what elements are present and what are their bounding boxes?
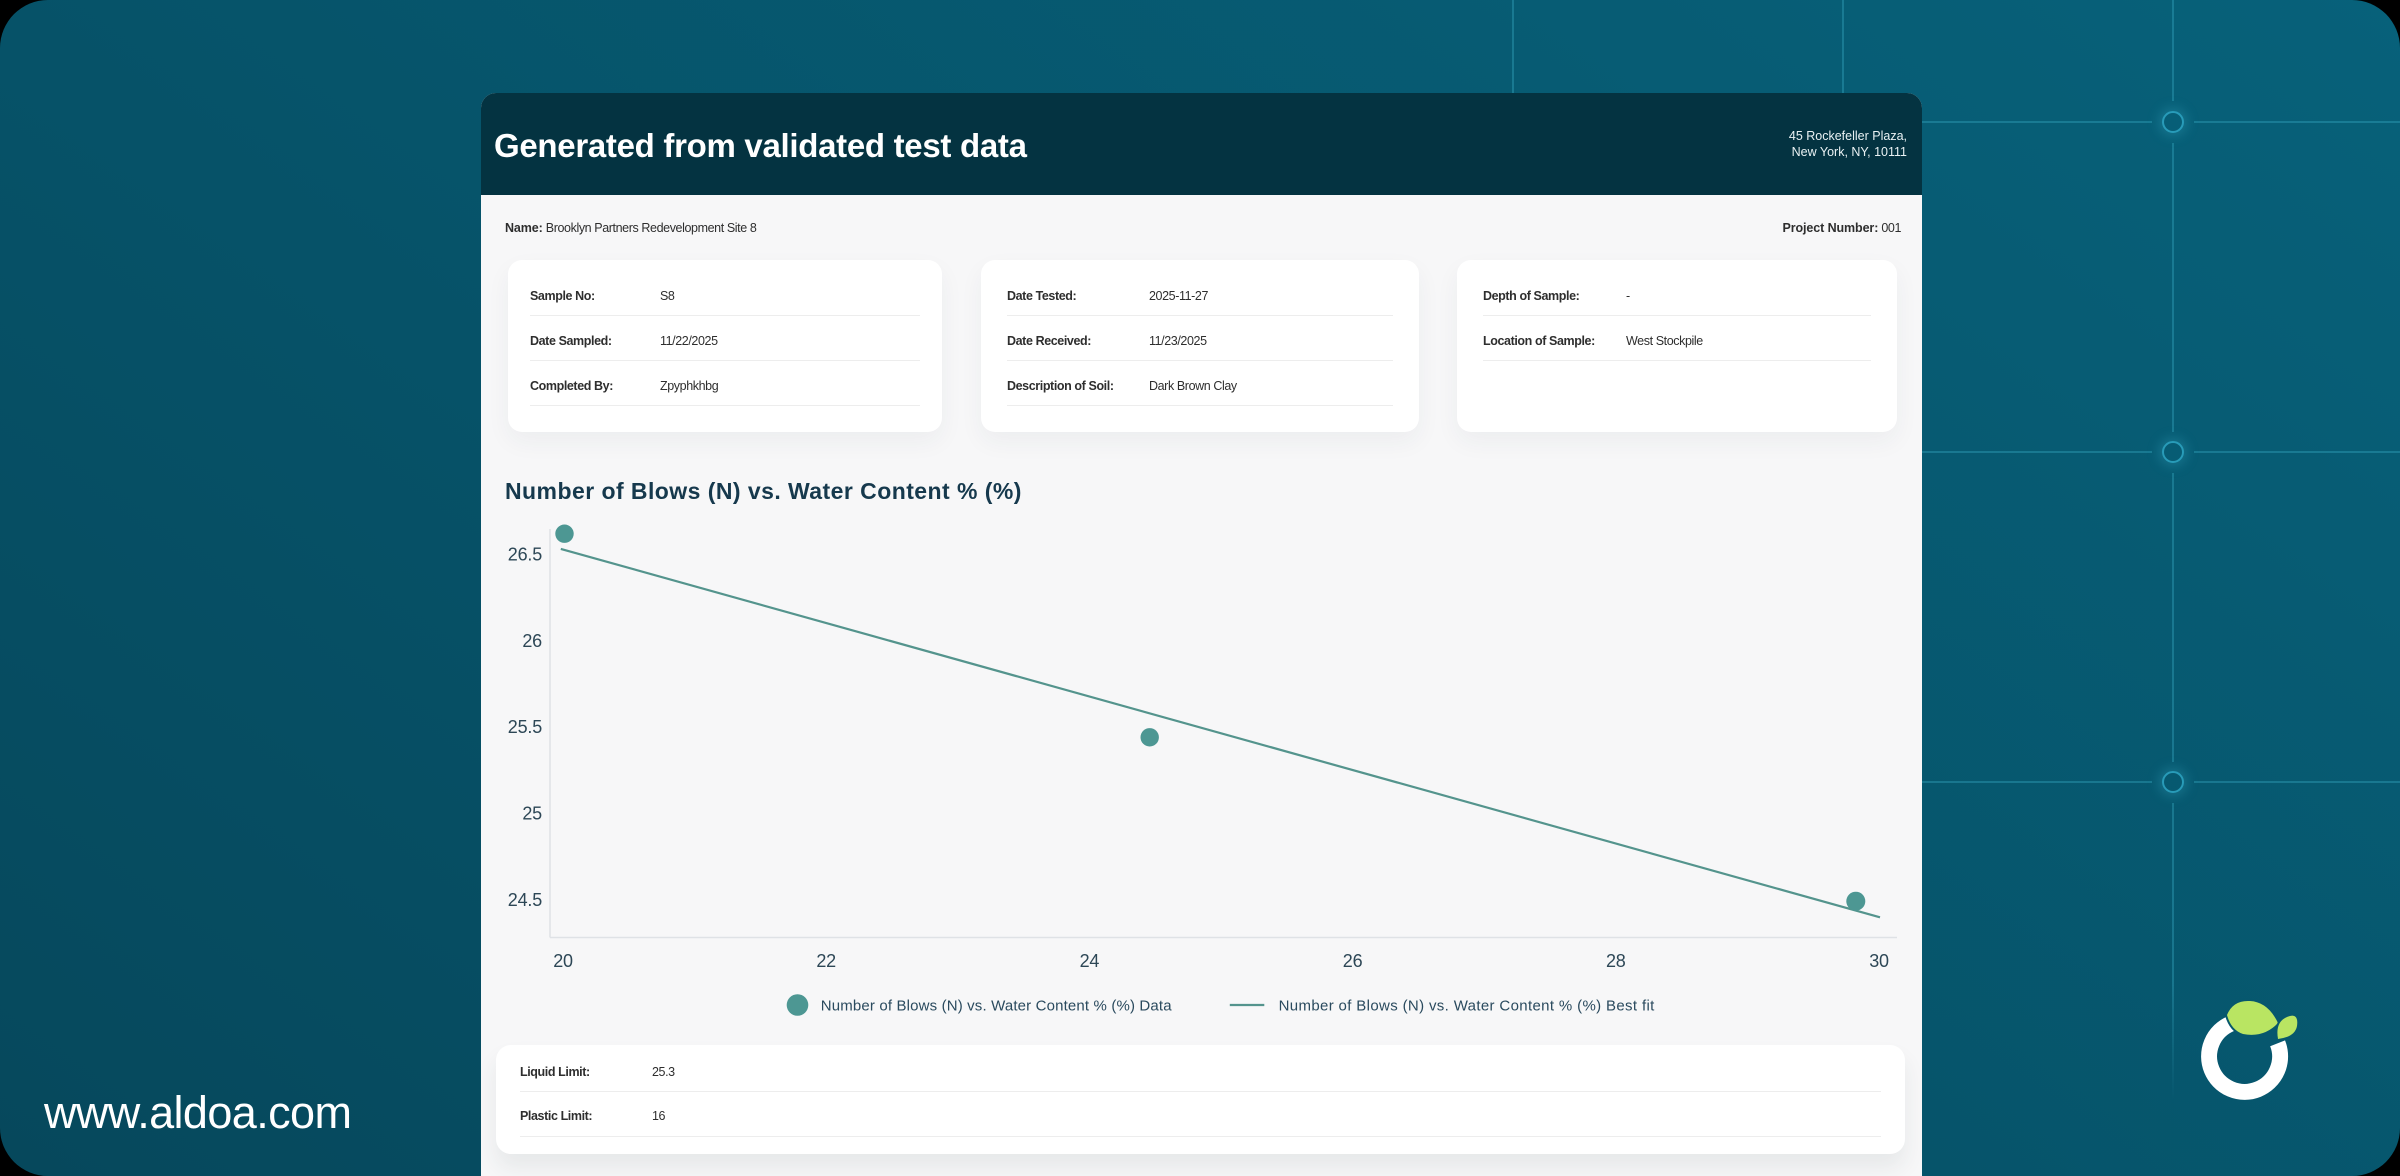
svg-text:26: 26	[522, 631, 542, 651]
svg-text:30: 30	[1869, 951, 1889, 971]
svg-text:25: 25	[522, 804, 542, 824]
svg-text:26: 26	[1343, 951, 1363, 971]
svg-text:26.5: 26.5	[508, 545, 542, 565]
svg-text:24: 24	[1080, 951, 1100, 971]
svg-text:Number of Blows (N) vs. Water: Number of Blows (N) vs. Water Content % …	[821, 998, 1172, 1015]
svg-text:20: 20	[553, 951, 573, 971]
svg-text:22: 22	[816, 951, 836, 971]
svg-text:24.5: 24.5	[508, 890, 542, 910]
svg-text:25.5: 25.5	[508, 717, 542, 737]
svg-text:Number of Blows (N) vs. Water: Number of Blows (N) vs. Water Content % …	[1279, 998, 1656, 1015]
svg-text:28: 28	[1606, 951, 1626, 971]
